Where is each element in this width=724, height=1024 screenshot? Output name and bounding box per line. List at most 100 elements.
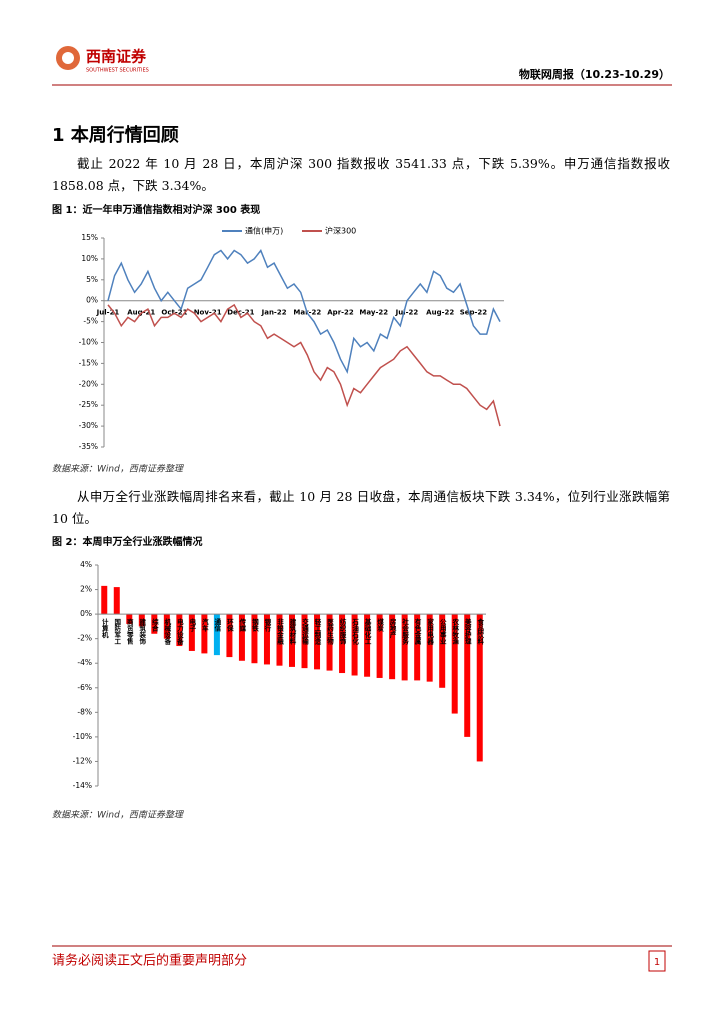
x-tick-label: 建筑材料 <box>288 617 297 646</box>
legend-label: 通信(申万) <box>245 226 283 236</box>
x-tick-label: 农林牧渔 <box>451 617 460 646</box>
x-tick-label: Apr-22 <box>327 309 354 317</box>
x-tick-label: 家用电器 <box>426 617 435 646</box>
bar <box>201 614 208 654</box>
x-tick-label: Sep-22 <box>460 309 488 317</box>
x-tick-label: 基础化工 <box>363 617 372 645</box>
y-tick-label: 15% <box>81 233 98 242</box>
x-tick-label: 汽车 <box>200 617 208 633</box>
paragraph: 从申万全行业涨跌幅周排名来看，截止 10 月 28 日收盘，本周通信板块下跌 3… <box>52 489 670 526</box>
figure-caption: 图 1：近一年申万通信指数相对沪深 300 表现 <box>52 203 260 216</box>
y-tick-label: 5% <box>86 275 98 284</box>
y-tick-label: -14% <box>73 781 92 790</box>
logo-subtext: SOUTHWEST SECURITIES <box>86 68 149 74</box>
y-tick-label: -5% <box>83 317 98 326</box>
y-tick-label: -30% <box>79 421 98 430</box>
bar <box>251 614 258 664</box>
y-tick-label: -4% <box>77 658 92 667</box>
section-title: 1 本周行情回顾 <box>52 124 179 146</box>
bar <box>464 614 471 737</box>
bar <box>163 614 170 639</box>
bar <box>176 614 183 647</box>
y-tick-label: 2% <box>80 585 92 594</box>
bar <box>339 614 346 674</box>
x-tick-label: Jan-22 <box>261 309 287 317</box>
x-tick-label: 轻工制造 <box>313 617 321 646</box>
x-tick-label: 石油石化 <box>351 618 360 646</box>
y-tick-label: -8% <box>77 707 92 716</box>
x-tick-label: 电力设备 <box>175 617 184 646</box>
x-tick-label: Jul-21 <box>96 309 120 317</box>
bar <box>451 614 458 714</box>
bar <box>113 587 120 615</box>
y-tick-label: -12% <box>73 756 92 765</box>
bar <box>263 614 270 665</box>
x-tick-label: 食品饮料 <box>476 617 485 646</box>
x-tick-label: 房地产 <box>388 617 396 639</box>
x-tick-label: 计算机 <box>100 617 109 639</box>
y-tick-label: -6% <box>77 683 92 692</box>
bar <box>138 614 145 627</box>
x-tick-label: 非银金融 <box>275 617 284 646</box>
bar <box>226 614 233 658</box>
x-tick-label: 有色金属 <box>413 617 422 646</box>
data-line <box>107 249 501 375</box>
x-tick-label: 通信 <box>213 617 221 633</box>
logo-text: 西南证券 <box>86 48 147 66</box>
y-tick-label: 0% <box>86 296 98 305</box>
y-tick-label: 0% <box>80 609 92 618</box>
figure-source: 数据来源：Wind，西南证券整理 <box>52 464 185 475</box>
paragraph: 截止 2022 年 10 月 28 日，本周沪深 300 指数报收 3541.3… <box>52 156 670 193</box>
y-tick-label: -35% <box>79 442 98 451</box>
x-tick-label: Aug-22 <box>426 309 454 317</box>
x-tick-label: 美容护理 <box>463 617 472 646</box>
bar <box>476 614 483 762</box>
bar <box>126 614 133 624</box>
bar <box>301 614 308 669</box>
x-tick-label: 传媒 <box>238 617 247 633</box>
y-tick-label: -25% <box>79 400 98 409</box>
y-tick-label: -10% <box>73 732 92 741</box>
y-tick-label: -20% <box>79 379 98 388</box>
bar <box>314 614 321 670</box>
x-tick-label: 建筑装饰 <box>138 617 147 646</box>
x-tick-label: 纺织服饰 <box>338 617 346 646</box>
bar <box>439 614 446 688</box>
x-tick-label: Nov-21 <box>194 309 222 317</box>
bar <box>389 614 396 680</box>
bar <box>414 614 421 681</box>
legend-label: 沪深300 <box>325 226 356 236</box>
bar <box>426 614 433 682</box>
bar <box>289 614 295 667</box>
page-number: 1 <box>654 957 660 968</box>
x-tick-label: 银行 <box>263 617 272 633</box>
bar <box>238 614 245 661</box>
x-tick-label: May-22 <box>359 309 388 317</box>
x-tick-label: 钢铁 <box>250 617 259 633</box>
logo-mark-inner <box>62 52 74 64</box>
x-tick-label: 综合 <box>150 617 159 633</box>
bar <box>276 614 283 666</box>
bar <box>213 614 220 656</box>
bar <box>376 614 383 678</box>
figure-caption: 图 2：本周申万全行业涨跌幅情况 <box>52 535 202 548</box>
y-tick-label: 4% <box>80 560 92 569</box>
x-tick-label: 社会服务 <box>401 617 409 646</box>
y-tick-label: 10% <box>81 254 98 263</box>
bar <box>101 585 108 615</box>
page-box <box>648 950 666 972</box>
bar <box>364 614 371 677</box>
bar <box>188 614 195 651</box>
x-tick-label: 医药生物 <box>326 618 334 646</box>
x-tick-label: 国防军工 <box>113 617 121 645</box>
x-tick-label: 环保 <box>225 618 234 633</box>
data-line <box>107 303 501 427</box>
bar <box>326 614 333 671</box>
x-tick-label: 电子 <box>188 617 196 633</box>
footer-disclaimer: 请务必阅读正文后的重要声明部分 <box>52 953 247 969</box>
figure-source: 数据来源：Wind，西南证券整理 <box>52 810 185 821</box>
x-tick-label: Jul-22 <box>395 309 419 317</box>
x-tick-label: 交通运输 <box>301 617 309 646</box>
